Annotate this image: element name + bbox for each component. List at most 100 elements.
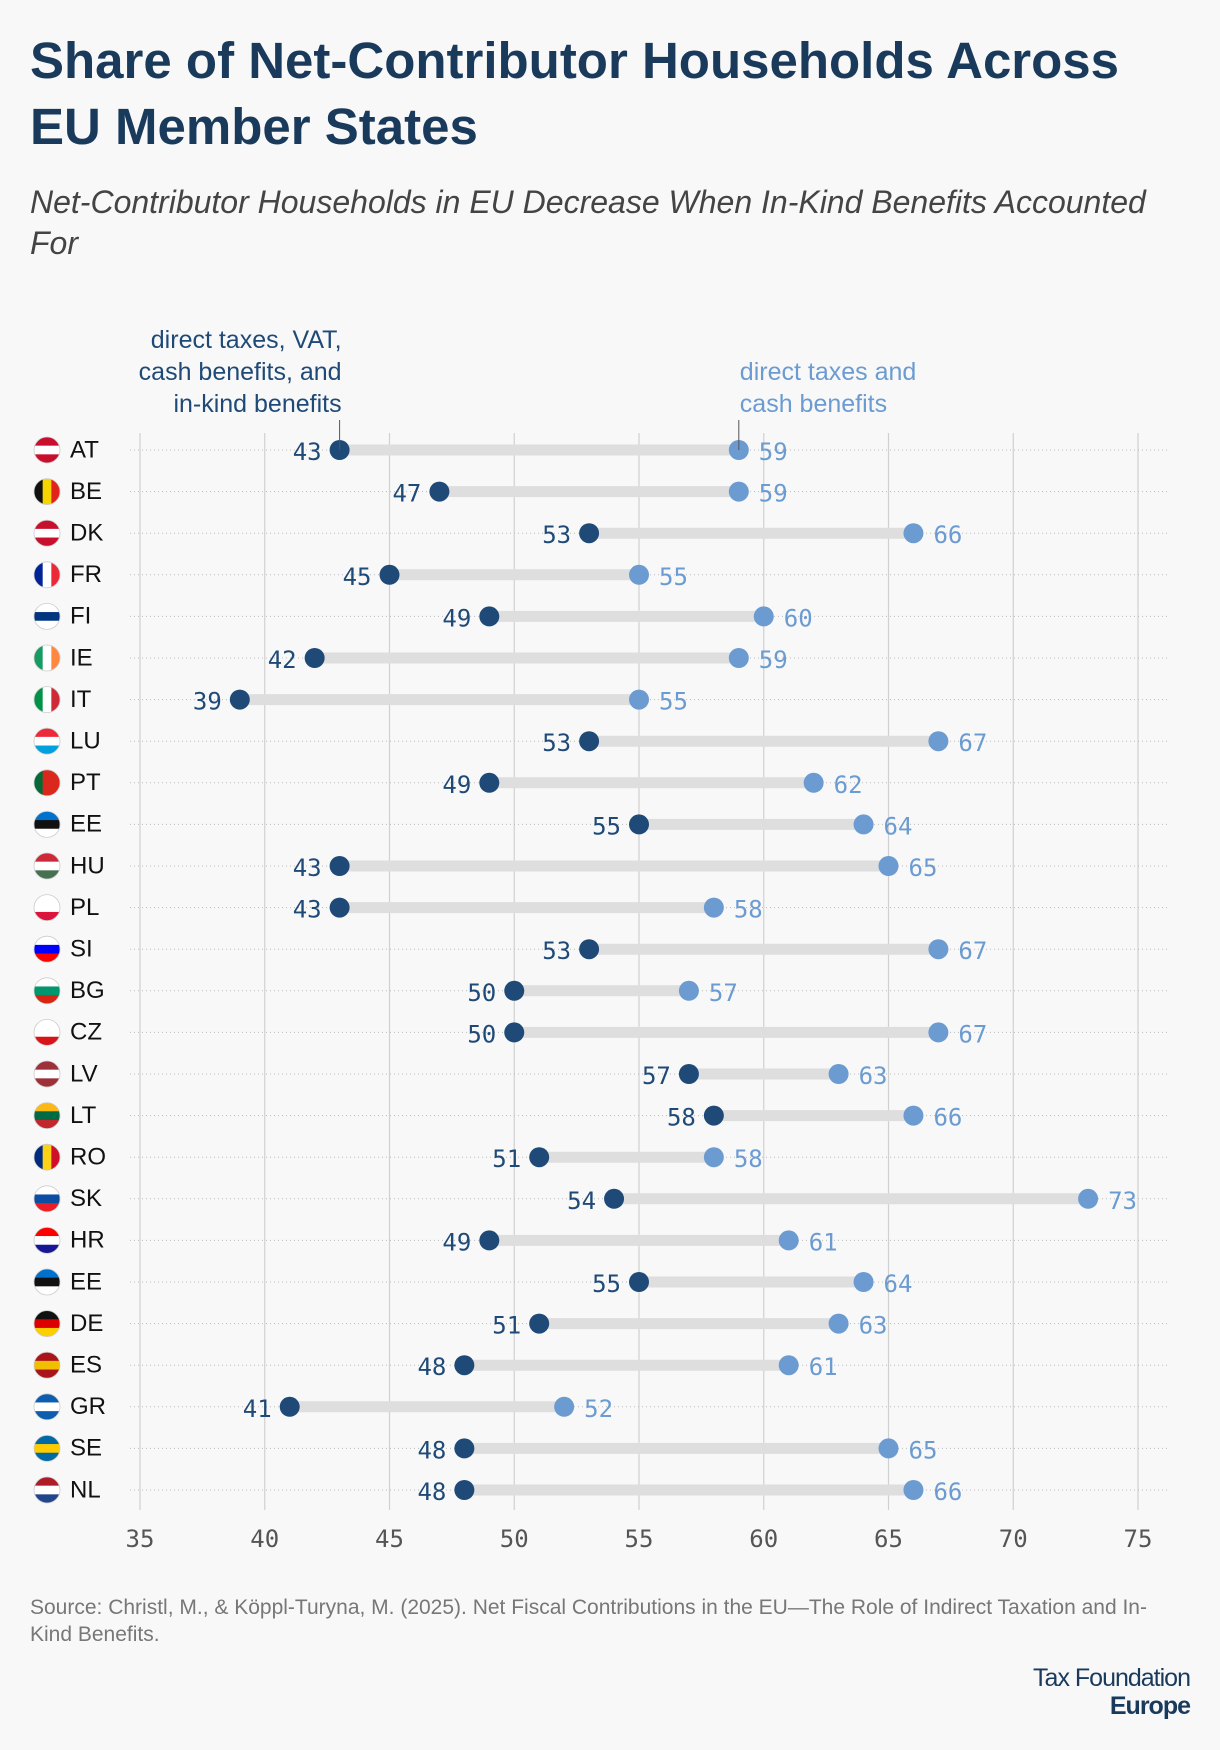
flag-stripe	[34, 1203, 60, 1212]
flag-stripe	[34, 1402, 60, 1412]
flag-stripe	[34, 1111, 60, 1121]
category-label: RO	[70, 1144, 106, 1171]
x-tick-label: 70	[999, 1525, 1028, 1553]
value-label: 53	[542, 729, 571, 757]
flag	[34, 1435, 60, 1462]
dot	[803, 772, 824, 793]
category-label: AT	[70, 436, 99, 463]
flag-stripe	[34, 1360, 60, 1371]
value-label: 48	[417, 1353, 446, 1381]
value-label: 51	[492, 1145, 521, 1173]
value-label: 47	[392, 480, 421, 508]
dot	[753, 606, 774, 627]
value-label: 58	[734, 1145, 763, 1173]
value-label: 50	[467, 979, 496, 1007]
flag	[34, 894, 60, 921]
flag-outline	[33, 519, 61, 547]
dot	[454, 1480, 475, 1500]
value-label: 53	[542, 937, 571, 965]
flag-outline	[33, 686, 61, 713]
value-label: 64	[884, 812, 913, 840]
flag-stripe	[34, 1435, 60, 1445]
dot	[928, 939, 949, 960]
category-label: SK	[70, 1185, 102, 1212]
flag	[34, 936, 60, 963]
flag-outline	[33, 811, 61, 838]
value-label: 53	[542, 521, 571, 549]
flag-stripe	[34, 1494, 60, 1503]
dot	[703, 1105, 724, 1126]
category-label: HU	[70, 852, 105, 879]
value-label: 45	[343, 563, 372, 591]
flag-outline	[33, 935, 61, 963]
flag-stripe	[34, 811, 60, 821]
flag-outline	[33, 1019, 61, 1046]
category-label: LU	[70, 728, 101, 755]
flag-stripe	[34, 745, 60, 755]
category-label: HR	[70, 1227, 105, 1254]
dot	[479, 606, 500, 627]
dot	[604, 1188, 625, 1209]
value-label: 49	[442, 771, 471, 799]
flag	[34, 1227, 60, 1254]
dot	[229, 689, 250, 710]
dot	[903, 523, 924, 544]
dot	[629, 564, 649, 585]
category-label: BG	[70, 977, 105, 1004]
flag	[34, 1393, 60, 1420]
value-label: 58	[734, 896, 763, 924]
dot	[579, 523, 600, 544]
flag-stripe	[51, 1144, 60, 1171]
flag-stripe	[34, 445, 60, 455]
category-label: DK	[70, 520, 103, 547]
value-label: 54	[567, 1187, 596, 1215]
dot	[304, 648, 325, 668]
flag-stripe	[34, 520, 60, 530]
x-tick-label: 60	[749, 1525, 778, 1553]
flag-stripe	[34, 911, 60, 921]
x-tick-label: 40	[250, 1525, 279, 1553]
value-label: 39	[193, 688, 222, 716]
dot	[728, 648, 749, 668]
flag-outline	[33, 561, 61, 589]
dot	[629, 689, 649, 710]
flag-outline	[33, 852, 61, 880]
flag-stripe	[51, 686, 60, 713]
flag-stripe	[34, 986, 60, 996]
dot	[928, 1022, 949, 1043]
flag	[34, 1310, 60, 1337]
flag-stripe	[34, 603, 60, 613]
flag-stripe	[34, 1102, 60, 1112]
flag-outline	[33, 436, 61, 464]
dot	[454, 1438, 475, 1459]
flag-stripe	[34, 1411, 60, 1420]
value-label: 60	[784, 604, 813, 632]
dot	[329, 897, 350, 918]
flag-stripe	[34, 870, 60, 879]
flag	[34, 811, 60, 838]
flag-stripe	[34, 944, 60, 955]
flag	[34, 1061, 60, 1087]
value-label: 66	[933, 1478, 962, 1506]
flag-stripe	[34, 620, 60, 630]
value-label: 59	[759, 480, 788, 508]
value-label: 55	[659, 563, 688, 591]
value-label: 55	[592, 1270, 621, 1298]
flag	[34, 1269, 60, 1295]
value-label: 43	[293, 438, 322, 466]
flag-stripe	[34, 561, 44, 588]
logo-line: Tax Foundation	[1033, 1664, 1191, 1692]
dot	[703, 1147, 724, 1168]
dot	[703, 897, 724, 918]
dot	[329, 856, 350, 876]
value-label: 51	[492, 1312, 521, 1340]
x-tick-label: 35	[126, 1525, 155, 1553]
category-label: EE	[70, 1268, 102, 1295]
dot	[579, 731, 600, 752]
flag-stripe	[34, 861, 60, 871]
flag-stripe	[34, 1069, 60, 1079]
logo: Tax Foundation Europe	[1033, 1664, 1191, 1720]
dot	[504, 1022, 525, 1043]
x-tick-label: 45	[375, 1525, 404, 1553]
